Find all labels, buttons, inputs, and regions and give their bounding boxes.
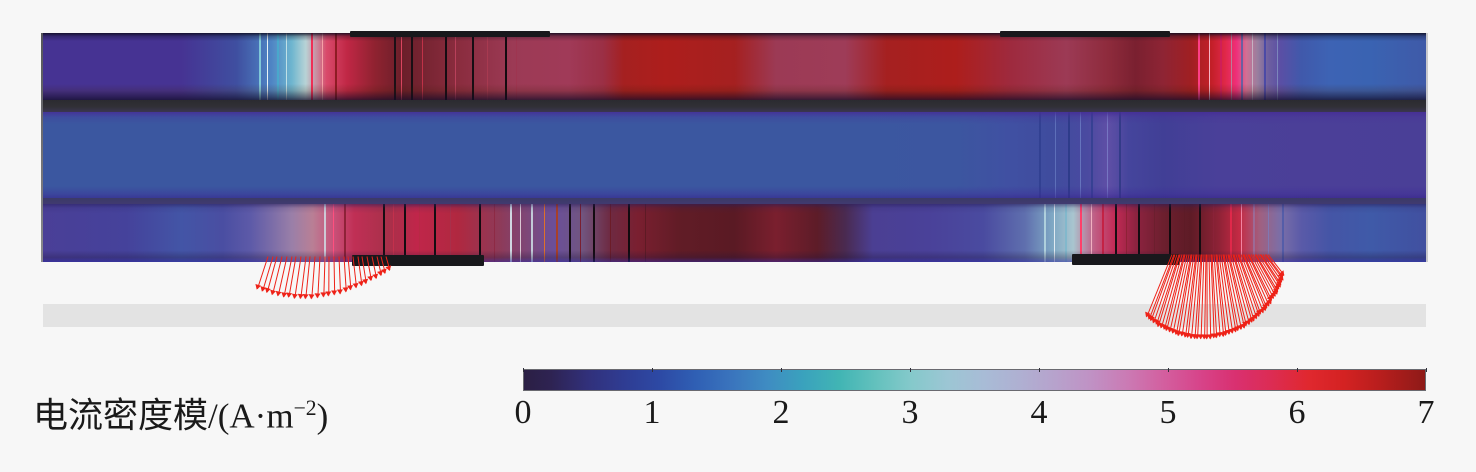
current-vector-arrow	[283, 256, 293, 297]
current-vector-arrow	[1243, 254, 1268, 308]
axis-label-quantity: 电流密度模	[33, 396, 209, 436]
band-mid-shading	[43, 112, 1426, 198]
current-vector-arrow	[333, 256, 336, 295]
separator-lower	[43, 198, 1426, 204]
colorbar-tick	[781, 368, 782, 372]
colorbar-tick-label: 0	[514, 394, 532, 431]
colorbar-tick	[910, 368, 911, 372]
colorbar-tick	[1297, 368, 1298, 372]
colorbar-tick	[523, 368, 524, 372]
ground-slab	[43, 304, 1426, 327]
colorbar-tick	[1168, 368, 1169, 372]
colorbar-axis-label: 电流密度模/(A·m−2)	[33, 396, 329, 436]
colorbar-tick-label: 6	[1288, 394, 1306, 431]
band-bot-shading	[43, 204, 1426, 262]
current-vector-arrow	[294, 256, 302, 298]
contact-pad-left	[352, 255, 484, 266]
current-vector-arrow	[328, 256, 330, 296]
current-vector-arrow	[305, 256, 311, 299]
current-vector-arrow	[311, 256, 316, 299]
colorbar-tick-label: 5	[1159, 394, 1177, 431]
band-top-shading	[43, 33, 1426, 100]
colorbar-tick-label: 2	[772, 394, 790, 431]
current-vector-arrow	[272, 256, 283, 295]
plot-left-edge	[41, 33, 44, 262]
current-vector-arrow	[277, 256, 288, 296]
colorbar	[523, 368, 1427, 391]
colorbar-tick	[1426, 368, 1427, 372]
colorbar-tick-label: 1	[643, 394, 661, 431]
region-top-conductor-band	[43, 33, 1426, 100]
axis-label-unit-exponent: −2	[293, 396, 317, 420]
current-vector-arrow	[300, 256, 307, 299]
plot-right-edge	[1426, 33, 1428, 262]
region-middle-dielectric-band	[43, 112, 1426, 198]
separator-upper	[43, 100, 1426, 112]
colorbar-tick	[1039, 368, 1040, 372]
contact-pad-right	[1072, 254, 1180, 265]
region-bottom-conductor-band	[43, 204, 1426, 262]
colorbar-gradient	[523, 369, 1426, 391]
axis-label-unit-close: )	[316, 396, 329, 436]
contact-pad-top-right	[1000, 31, 1170, 37]
axis-label-unit-open: (A·m	[217, 396, 294, 436]
field-magnitude-plot	[43, 33, 1426, 262]
current-vector-arrow	[317, 256, 321, 298]
colorbar-tick-label: 3	[901, 394, 919, 431]
colorbar-tick-label: 4	[1030, 394, 1048, 431]
current-vector-arrow	[288, 256, 297, 298]
contact-pad-top-left	[350, 31, 550, 37]
current-vector-arrow	[322, 256, 326, 297]
current-vector-arrow	[1242, 254, 1266, 310]
colorbar-tick	[652, 368, 653, 372]
colorbar-tick-label: 7	[1417, 394, 1435, 431]
axis-label-separator: /	[208, 396, 218, 436]
